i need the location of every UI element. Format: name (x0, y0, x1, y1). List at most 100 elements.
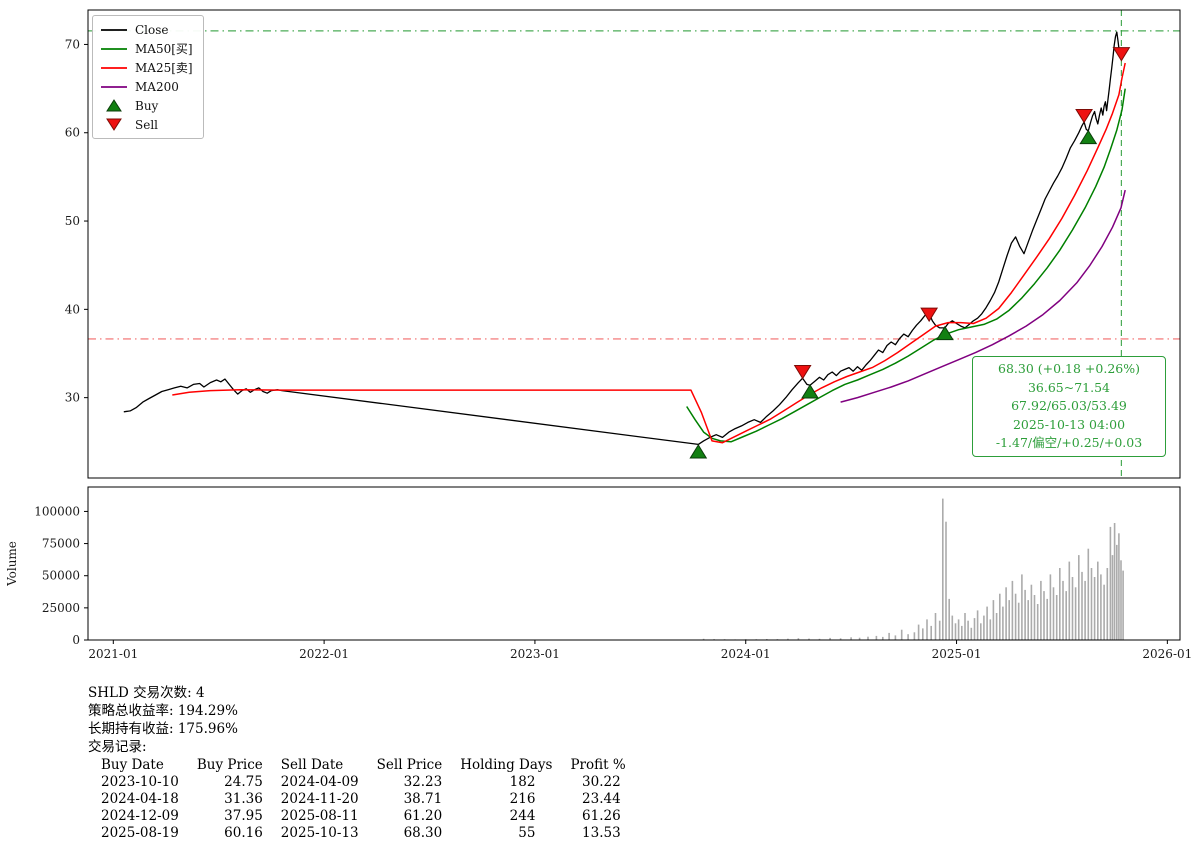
xtick-label: 2024-01 (721, 647, 771, 661)
trade-cell: 13.53 (582, 825, 621, 841)
volume-bar (938, 620, 941, 640)
trade-cell: 24.75 (224, 774, 263, 790)
volume-bar (1078, 555, 1080, 640)
volume-bar (1049, 574, 1052, 640)
volume-bar (964, 613, 966, 640)
volume-bar (1065, 591, 1067, 640)
volume-bar (926, 619, 928, 640)
price-ytick-label: 70 (65, 37, 80, 51)
volume-ytick-label: 100000 (34, 504, 80, 518)
volume-ytick-label: 75000 (42, 537, 80, 551)
price-plot-border (87, 9, 1181, 479)
volume-bar (1043, 591, 1045, 640)
volume-bar (1074, 587, 1077, 640)
trade-cell: 2023-10-10 (101, 774, 179, 790)
legend-label-ma50: MA50[买] (135, 42, 193, 56)
volume-ytick-label: 50000 (42, 569, 80, 583)
volume-bar (1100, 574, 1102, 640)
volume-bar (970, 627, 973, 640)
volume-bar (1062, 580, 1064, 640)
volume-bar (787, 638, 789, 640)
xtick-label: 2022-01 (299, 647, 349, 661)
trade-cell: 2024-12-09 (101, 808, 179, 824)
trade-row: 2023-10-10 24.75 2024-04-09 32.23 182 30.22 (92, 774, 635, 791)
legend-label-ma25: MA25[卖] (135, 61, 193, 75)
volume-bar (983, 615, 985, 640)
volume-bar (1103, 584, 1105, 640)
legend-line-swatch-ma25 (101, 66, 127, 69)
volume-bar (875, 635, 878, 640)
volume-bar (1021, 574, 1023, 640)
legend-item-ma200: MA200 (99, 78, 193, 95)
volume-bar (1052, 587, 1055, 640)
trade-col-0: Buy Date (101, 757, 164, 773)
buy-marker (936, 325, 954, 341)
trade-cell: 216 (509, 791, 536, 807)
volume-axis-label: Volume (5, 541, 19, 587)
sell-marker (920, 307, 939, 323)
price-ytick-label: 30 (65, 391, 80, 405)
trade-cell: 55 (518, 825, 536, 841)
volume-bar (1055, 595, 1058, 640)
volume-bar (1118, 533, 1120, 640)
volume-bar (797, 638, 800, 640)
trade-cell: 2025-08-11 (280, 808, 359, 824)
volume-bar (882, 636, 884, 640)
volume-bar (894, 635, 897, 640)
sell-marker (1075, 108, 1093, 124)
xtick-label: 2023-01 (510, 647, 560, 661)
xtick-label: 2025-01 (932, 647, 982, 661)
trade-cell: 2024-11-20 (280, 791, 359, 807)
volume-bar (1040, 580, 1042, 640)
volume-bar (1036, 604, 1039, 640)
legend-label-ma200: MA200 (135, 79, 179, 94)
trade-cell: 30.22 (582, 774, 621, 790)
legend-buy-triangle-icon (106, 99, 122, 112)
volume-bar (1116, 544, 1118, 640)
price-volume-chart: 30 40 50 60 70 0 25000 50000 75000 100000 2021-01 2… (5, 9, 1192, 661)
trade-col-3: Sell Price (376, 757, 443, 773)
volume-bar (1122, 570, 1124, 640)
volume-bar (1093, 577, 1096, 640)
volume-bar (858, 637, 861, 640)
stat-trade-log-title: 交易记录: (88, 739, 147, 755)
volume-bar (1087, 548, 1090, 640)
trade-cell: 2025-10-13 (280, 825, 359, 841)
price-ytick-label: 60 (65, 126, 80, 140)
stats-block: SHLD 交易次数: 4 策略总收益率: 194.29% 长期持有收益: 175… (88, 684, 635, 842)
stat-trade-count: SHLD 交易次数: 4 (88, 685, 205, 701)
volume-bar (1008, 600, 1010, 640)
volume-bar (957, 619, 960, 640)
volume-bar (1030, 584, 1033, 640)
series-close (123, 31, 1123, 446)
sell-marker (1112, 47, 1131, 62)
volume-ytick-label: 0 (72, 633, 80, 647)
volume-bar (992, 600, 995, 640)
volume-bar (961, 625, 963, 640)
xtick-label: 2026-01 (1142, 647, 1192, 661)
legend-item-buy: Buy (99, 97, 193, 114)
legend-item-sell: Sell (99, 116, 193, 133)
annotation-signal: -1.47/偏空/+0.25/+0.03 (995, 435, 1143, 450)
stat-hold-return: 长期持有收益: 175.96% (88, 721, 238, 737)
volume-bar (1011, 580, 1014, 640)
volume-bar (1071, 577, 1074, 640)
trade-cell: 68.30 (403, 825, 443, 841)
annotation-timestamp: 2025-10-13 04:00 (1012, 416, 1126, 432)
volume-bar (989, 619, 992, 640)
volume-bar (900, 629, 903, 640)
volume-bar (702, 638, 705, 640)
volume-bar (1090, 568, 1093, 640)
volume-bar (888, 632, 890, 640)
volume-bar (1046, 598, 1048, 640)
legend-label-sell: Sell (135, 117, 158, 132)
series-ma200 (840, 189, 1126, 403)
volume-bar (1033, 595, 1036, 640)
volume-bar (1024, 589, 1026, 640)
volume-bar (1081, 571, 1083, 640)
trade-cell: 244 (509, 808, 536, 824)
volume-bar (976, 610, 979, 640)
volume-bar (1106, 568, 1109, 640)
legend: Close MA50[买] MA25[卖] MA200 Buy Sell (92, 15, 204, 139)
trade-col-4: Holding Days (460, 757, 553, 773)
